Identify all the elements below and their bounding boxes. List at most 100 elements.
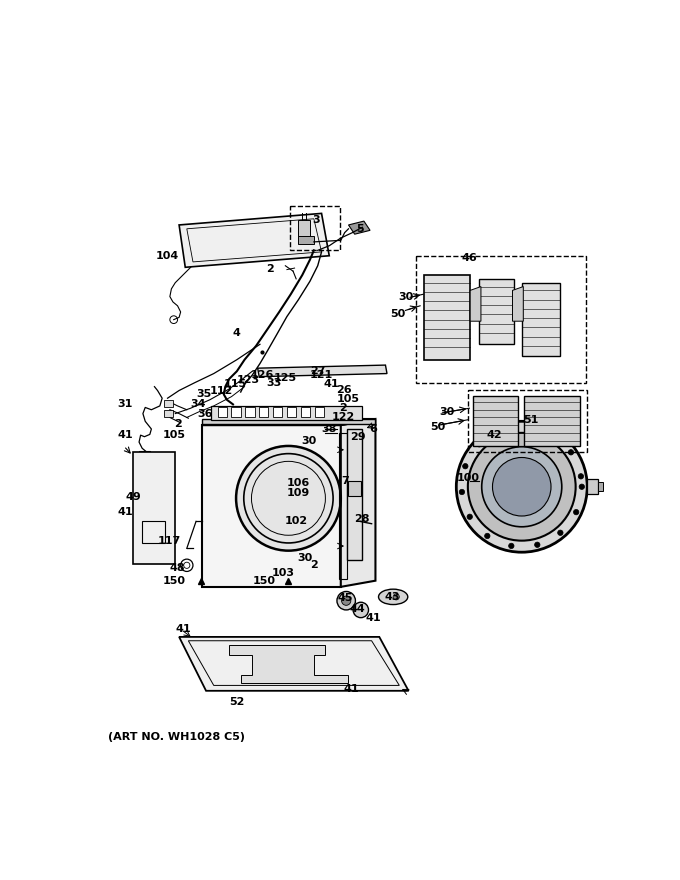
Circle shape [477, 442, 482, 447]
Bar [588, 479, 598, 495]
Text: 2: 2 [266, 264, 274, 274]
Circle shape [558, 530, 563, 535]
Text: 41: 41 [175, 624, 191, 634]
Circle shape [456, 422, 588, 553]
Circle shape [481, 447, 562, 527]
Polygon shape [513, 287, 524, 321]
Text: 41: 41 [324, 378, 339, 389]
Text: 46: 46 [462, 253, 477, 263]
Text: 106: 106 [287, 478, 310, 488]
Text: 41: 41 [118, 430, 133, 440]
Circle shape [509, 543, 514, 548]
Polygon shape [202, 425, 341, 587]
Bar [598, 482, 602, 491]
Text: 2: 2 [175, 419, 182, 429]
Circle shape [573, 510, 579, 515]
Text: 105: 105 [163, 430, 185, 440]
Circle shape [492, 458, 551, 516]
Polygon shape [299, 237, 314, 244]
Text: 30: 30 [398, 291, 413, 302]
Circle shape [524, 424, 530, 429]
Text: 123: 123 [237, 375, 260, 385]
Bar [290, 206, 340, 250]
Circle shape [578, 473, 583, 479]
Text: 2: 2 [339, 403, 347, 414]
Text: 5: 5 [356, 224, 364, 234]
Circle shape [462, 464, 468, 469]
Text: 51: 51 [524, 414, 539, 425]
Text: 41: 41 [118, 507, 133, 517]
Text: 31: 31 [118, 400, 133, 409]
Bar [348, 480, 361, 496]
Text: 30: 30 [301, 436, 316, 445]
Bar [245, 407, 254, 417]
Text: 27: 27 [310, 366, 326, 377]
Text: 36: 36 [197, 409, 213, 420]
Text: 102: 102 [284, 517, 308, 526]
Text: 28: 28 [354, 514, 369, 524]
Text: 41: 41 [365, 612, 381, 623]
Text: 35: 35 [196, 389, 211, 400]
Text: 105: 105 [337, 394, 360, 404]
Circle shape [485, 533, 490, 539]
Polygon shape [522, 282, 560, 356]
Polygon shape [229, 644, 348, 683]
Bar [231, 407, 241, 417]
Circle shape [498, 428, 504, 433]
Text: 109: 109 [287, 488, 310, 498]
Text: 38: 38 [322, 424, 337, 434]
Polygon shape [473, 396, 518, 446]
Polygon shape [299, 219, 310, 237]
Circle shape [459, 489, 464, 495]
Polygon shape [424, 275, 470, 360]
Text: 125: 125 [274, 373, 297, 383]
Text: 34: 34 [190, 400, 205, 409]
Text: 49: 49 [125, 492, 141, 502]
Text: 103: 103 [271, 568, 294, 578]
Text: 126: 126 [250, 370, 274, 380]
Polygon shape [202, 419, 375, 423]
Bar [287, 407, 296, 417]
Text: 26: 26 [336, 385, 352, 395]
Ellipse shape [379, 590, 408, 605]
Circle shape [337, 591, 356, 610]
Bar [347, 429, 362, 560]
Text: 150: 150 [252, 576, 275, 586]
Polygon shape [202, 419, 375, 425]
Circle shape [468, 433, 576, 540]
Text: 6: 6 [369, 424, 377, 434]
Bar [218, 407, 227, 417]
Bar [142, 521, 165, 543]
Text: 30: 30 [439, 407, 455, 417]
Polygon shape [524, 396, 579, 446]
Circle shape [579, 484, 585, 489]
Polygon shape [133, 452, 175, 564]
Text: 150: 150 [163, 576, 186, 586]
Text: 2: 2 [310, 561, 318, 570]
Text: 3: 3 [312, 215, 320, 224]
Text: 104: 104 [156, 251, 179, 260]
Text: 30: 30 [297, 554, 312, 563]
Text: 52: 52 [229, 697, 245, 708]
Bar [339, 433, 347, 579]
Circle shape [467, 514, 473, 519]
Circle shape [534, 542, 540, 547]
Polygon shape [179, 637, 409, 691]
Polygon shape [341, 419, 375, 587]
Text: 4: 4 [233, 327, 241, 338]
Polygon shape [348, 221, 370, 234]
Text: 48: 48 [170, 563, 186, 574]
Circle shape [353, 602, 369, 618]
Text: 7: 7 [341, 475, 350, 486]
Text: 50: 50 [430, 422, 445, 432]
Text: 112: 112 [210, 385, 233, 395]
Circle shape [568, 450, 574, 455]
Polygon shape [179, 213, 329, 268]
Polygon shape [258, 365, 387, 377]
Text: (ART NO. WH1028 C5): (ART NO. WH1028 C5) [108, 732, 245, 742]
Bar [468, 391, 588, 452]
Text: 100: 100 [456, 473, 479, 482]
Ellipse shape [274, 661, 312, 675]
Bar [301, 407, 310, 417]
Text: 41: 41 [344, 685, 360, 694]
